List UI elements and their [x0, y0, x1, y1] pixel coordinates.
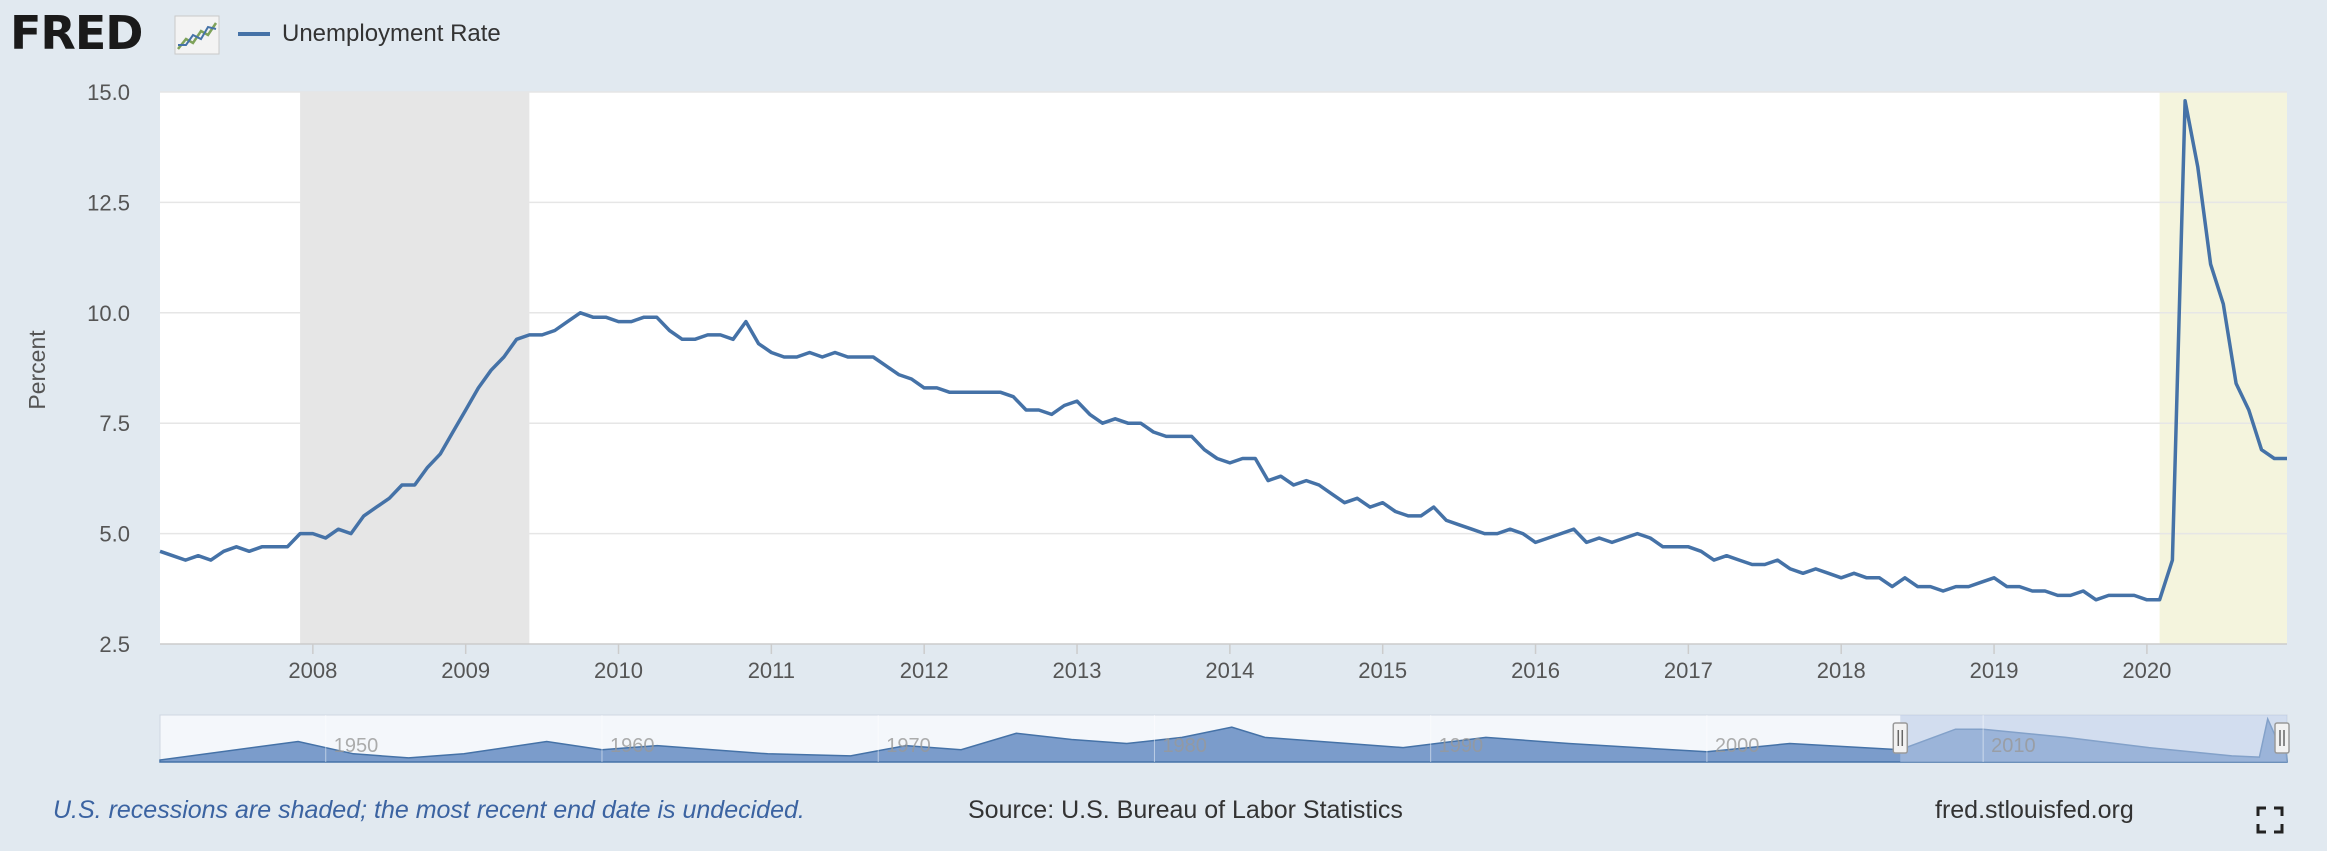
x-tick-label: 2010: [594, 658, 643, 683]
navigator-tick-label: 1990: [1439, 735, 1484, 757]
fred-logo[interactable]: FRED: [10, 6, 143, 60]
x-tick-label: 2020: [2122, 658, 2171, 683]
x-tick-label: 2017: [1664, 658, 1713, 683]
recession-note: U.S. recessions are shaded; the most rec…: [53, 796, 805, 824]
x-tick-label: 2013: [1053, 658, 1102, 683]
x-tick-label: 2018: [1817, 658, 1866, 683]
y-axis-label: Percent: [24, 330, 50, 410]
navigator-tick-label: 1950: [334, 735, 379, 757]
x-tick-label: 2012: [900, 658, 949, 683]
y-tick-label: 2.5: [99, 632, 130, 657]
chart-footer: U.S. recessions are shaded; the most rec…: [0, 790, 2327, 850]
x-tick-label: 2009: [441, 658, 490, 683]
y-tick-label: 10.0: [87, 301, 130, 326]
chart-legend[interactable]: Unemployment Rate: [238, 16, 501, 52]
recession-band: [2159, 92, 2287, 644]
navigator-selection[interactable]: [1900, 715, 2287, 762]
x-tick-label: 2016: [1511, 658, 1560, 683]
x-tick-label: 2019: [1970, 658, 2019, 683]
y-gridlines: [160, 91, 2287, 645]
navigator-tick-label: 1960: [610, 735, 655, 757]
y-tick-label: 5.0: [99, 522, 130, 547]
navigator-tick-label: 2010: [1991, 735, 2036, 757]
navigator-right-handle[interactable]: [2274, 722, 2290, 754]
data-source[interactable]: Source: U.S. Bureau of Labor Statistics: [968, 796, 1403, 824]
x-tick-label: 2014: [1205, 658, 1254, 683]
y-tick-label: 15.0: [87, 80, 130, 105]
chart-area[interactable]: 2.55.07.510.012.515.0 Percent 2008 2009 20…: [0, 60, 2327, 772]
range-navigator: 1950 1960 1970 1980 1990 2000 2010: [159, 714, 2290, 763]
legend-series-swatch: [238, 32, 270, 36]
series-unemployment-rate: [159, 99, 2287, 602]
x-axis-ticks: 2008 2009 2010 2011 2012 2013 2014 2015 2016 2017…: [288, 644, 2171, 683]
y-tick-label: 7.5: [99, 411, 130, 436]
chart-header: FRED Unemployment Rate: [0, 0, 2327, 70]
fred-chart-icon: [174, 15, 220, 55]
x-tick-label: 2008: [288, 658, 337, 683]
y-axis-ticks: 2.5 5.0 7.5 10.0 12.5 15.0: [87, 80, 130, 657]
navigator-left-handle[interactable]: [1892, 722, 1909, 754]
x-tick-label: 2011: [748, 658, 795, 683]
x-tick-label: 2015: [1358, 658, 1407, 683]
site-link[interactable]: fred.stlouisfed.org: [1935, 796, 2134, 824]
fullscreen-icon[interactable]: [2256, 806, 2284, 834]
series-line[interactable]: [159, 99, 2287, 602]
navigator-tick-label: 1970: [886, 735, 931, 757]
navigator-tick-label: 2000: [1715, 735, 1760, 757]
y-tick-label: 12.5: [87, 190, 130, 215]
navigator-tick-label: 1980: [1162, 735, 1207, 757]
legend-series-label: Unemployment Rate: [282, 20, 501, 47]
